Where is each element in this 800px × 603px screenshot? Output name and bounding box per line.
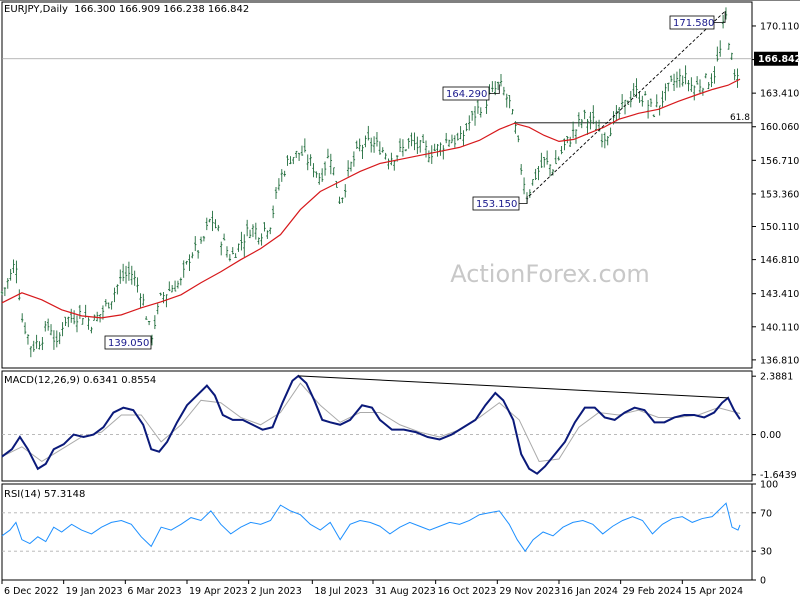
chart-header: EURJPY,Daily 166.300 166.909 166.238 166… [4,4,249,15]
macd-trendline [298,376,728,398]
date-tick-label: 2 Jun 2023 [251,586,302,597]
macd-line [2,376,740,474]
date-tick-label: 15 Apr 2024 [684,586,743,597]
macd-title: MACD(12,26,9) 0.6341 0.8554 [4,375,156,386]
rsi-tick-label: 70 [760,508,772,519]
price-tick-label: 153.360 [760,189,799,200]
symbol-label: EURJPY,Daily [4,4,68,15]
price-tick-label: 136.810 [760,355,799,366]
annotation-label: 153.150 [476,199,517,210]
date-tick-label: 31 Aug 2023 [375,586,436,597]
date-tick-label: 6 Mar 2023 [127,586,181,597]
date-tick-label: 29 Feb 2024 [623,586,682,597]
rsi-line [2,503,740,551]
fib-level-label: 61.8 [730,113,750,123]
annotation-label: 164.290 [446,89,487,100]
annotation-label: 139.050 [108,338,149,349]
watermark: ActionForex.com [450,260,650,288]
annotation-label: 171.580 [673,18,714,29]
current-price-label: 166.842 [758,54,800,65]
macd-tick-label: 2.3881 [760,372,793,383]
price-tick-label: 150.110 [760,222,799,233]
price-pane-frame [2,2,752,368]
date-tick-label: 19 Jan 2023 [66,586,123,597]
date-tick-label: 6 Dec 2022 [4,586,59,597]
macd-tick-label: 0.00 [760,430,781,441]
price-tick-label: 146.810 [760,255,799,266]
price-tick-label: 160.060 [760,122,799,133]
price-tick-label: 143.410 [760,289,799,300]
rsi-tick-label: 30 [760,547,772,558]
macd-pane-frame [2,371,752,481]
date-tick-label: 16 Oct 2023 [438,586,497,597]
date-tick-label: 16 Jan 2024 [561,586,618,597]
ohlc-values: 166.300 166.909 166.238 166.842 [74,4,249,15]
macd-signal-line [2,383,740,461]
rsi-title: RSI(14) 57.3148 [4,489,85,500]
price-tick-label: 170.110 [760,21,799,32]
rsi-pane-frame [2,484,752,580]
date-tick-label: 18 Jul 2023 [314,586,368,597]
rsi-tick-label: 100 [760,480,778,491]
rsi-tick-label: 0 [760,576,766,587]
date-tick-label: 29 Nov 2023 [499,586,560,597]
price-tick-label: 156.710 [760,156,799,167]
date-tick-label: 19 Apr 2023 [189,586,248,597]
price-tick-label: 140.110 [760,322,799,333]
price-trendline [529,11,725,196]
price-tick-label: 163.410 [760,89,799,100]
annotation-leader [519,196,527,203]
